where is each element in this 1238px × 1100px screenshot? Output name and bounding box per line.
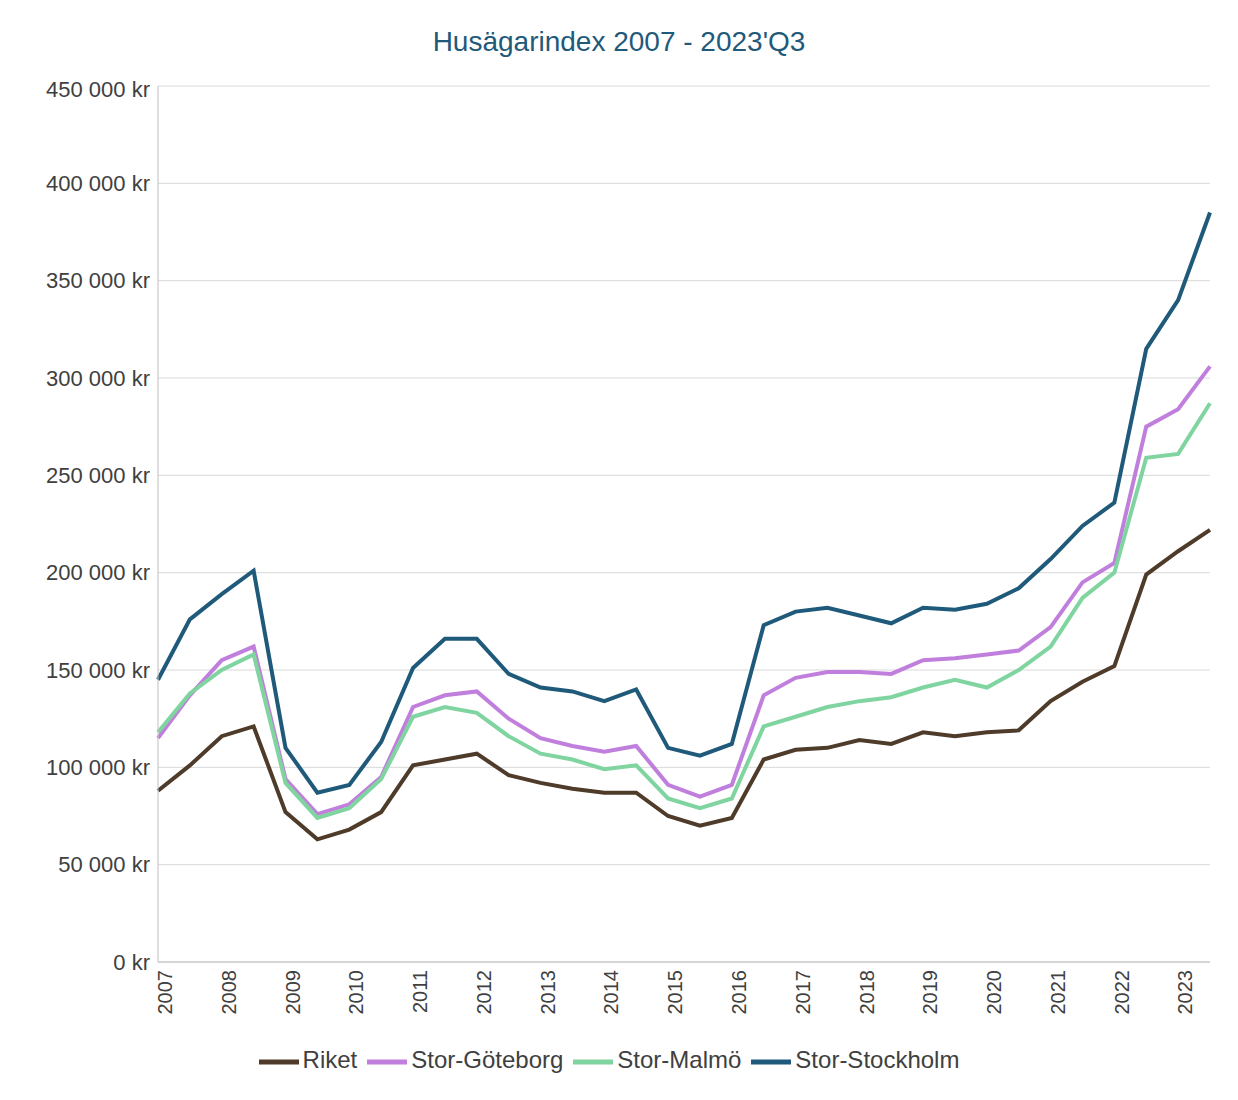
html-text:Riket: Riket [302,1046,358,1074]
svg-text:100 000 kr: 100 000 kr [46,755,150,780]
svg-text:2009: 2009 [282,970,304,1015]
html-text:Stor-Malmö: Stor-Malmö [617,1046,742,1074]
svg-text:300 000 kr: 300 000 kr [46,366,150,391]
svg-text:2020: 2020 [983,970,1005,1015]
svg-text:400 000 kr: 400 000 kr [46,171,150,196]
svg-text:2014: 2014 [601,970,623,1015]
svg-text:50 000 kr: 50 000 kr [58,852,150,877]
svg-text:2021: 2021 [1047,970,1069,1015]
html-text:Husägarindex 2007 - 2023'Q3: Husägarindex 2007 - 2023'Q3 [432,26,806,57]
svg-text:2013: 2013 [537,970,559,1015]
svg-text:2008: 2008 [218,970,240,1015]
svg-text:200 000 kr: 200 000 kr [46,560,150,585]
svg-text:2015: 2015 [664,970,686,1015]
svg-text:2007: 2007 [154,970,176,1015]
svg-text:2017: 2017 [792,970,814,1015]
svg-text:2016: 2016 [728,970,750,1015]
svg-text:350 000 kr: 350 000 kr [46,268,150,293]
svg-text:2010: 2010 [345,970,367,1015]
svg-text:2018: 2018 [856,970,878,1015]
svg-text:2012: 2012 [473,970,495,1015]
svg-text:2023: 2023 [1174,970,1196,1015]
svg-text:150 000 kr: 150 000 kr [46,658,150,683]
svg-text:450 000 kr: 450 000 kr [46,77,150,102]
html-text:Stor-Göteborg: Stor-Göteborg [411,1046,564,1074]
svg-text:2011: 2011 [409,970,431,1013]
svg-text:250 000 kr: 250 000 kr [46,463,150,488]
svg-text:2022: 2022 [1111,970,1133,1015]
svg-text:0 kr: 0 kr [113,950,150,975]
svg-text:2019: 2019 [919,970,941,1015]
html-text:Stor-Stockholm: Stor-Stockholm [795,1046,960,1074]
